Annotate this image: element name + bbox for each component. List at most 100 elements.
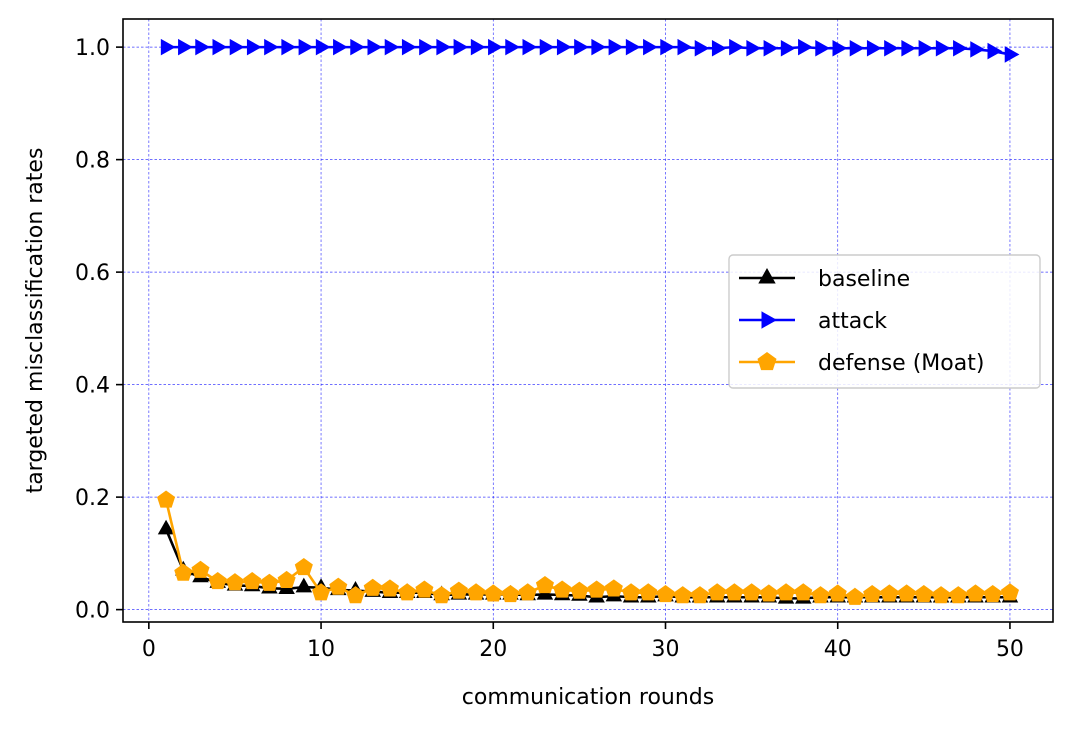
data-point-attack (763, 39, 779, 57)
x-tick-label: 10 (307, 637, 335, 662)
data-point-attack (970, 41, 985, 58)
data-point-defense-moat (863, 584, 882, 603)
data-point-attack (264, 38, 279, 56)
data-point-attack (160, 38, 176, 56)
data-point-defense-moat (363, 578, 382, 596)
data-point-defense-moat (673, 586, 692, 604)
y-tick-label: 0.8 (75, 149, 110, 174)
data-point-attack (677, 38, 693, 56)
data-point-attack (453, 38, 469, 56)
data-point-attack (178, 38, 193, 56)
legend: baseline attack defense (Moat) (728, 254, 1041, 389)
data-point-attack (694, 39, 710, 57)
data-point-defense-moat (312, 583, 331, 601)
data-point-attack (401, 38, 417, 56)
data-point-defense-moat (880, 584, 899, 602)
data-point-defense-moat (484, 584, 503, 602)
data-point-attack (1004, 46, 1020, 63)
legend-item-defense-moat: defense (Moat) (739, 351, 984, 376)
x-axis-title: communication rounds (462, 685, 714, 710)
data-point-defense-moat (570, 581, 589, 599)
data-point-defense-moat (277, 570, 296, 589)
data-point-defense-moat (966, 584, 985, 602)
data-point-attack (625, 38, 641, 56)
data-point-attack (488, 38, 503, 56)
data-point-defense-moat (501, 584, 520, 603)
data-point-attack (798, 38, 813, 56)
data-point-defense-moat (1000, 583, 1019, 601)
data-point-defense-moat (467, 583, 486, 601)
data-point-defense-moat (690, 586, 709, 604)
data-point-attack (901, 39, 917, 57)
plot-frame (122, 18, 1054, 623)
y-axis-title: targeted misclassification rates (23, 148, 48, 494)
data-point-attack (350, 38, 365, 56)
data-point-attack (539, 38, 555, 56)
data-point-attack (849, 39, 865, 57)
data-point-defense-moat (553, 580, 572, 598)
data-point-defense-moat (604, 579, 623, 597)
y-tick-label: 0.6 (75, 261, 110, 286)
data-point-defense-moat (932, 586, 951, 604)
data-point-attack (556, 38, 572, 56)
data-point-defense-moat (983, 584, 1002, 603)
series-group (157, 38, 1020, 605)
x-tick-label: 50 (996, 637, 1024, 662)
y-tick-label: 0.0 (75, 599, 110, 624)
legend-label: defense (Moat) (818, 351, 984, 376)
data-point-attack (987, 42, 1003, 60)
data-point-defense-moat (897, 584, 916, 602)
legend-item-baseline: baseline (739, 267, 910, 292)
legend-marker (757, 352, 777, 371)
data-point-defense-moat (208, 572, 227, 590)
data-point-defense-moat (759, 584, 778, 602)
data-point-defense-moat (518, 583, 537, 601)
data-point-defense-moat (329, 577, 348, 595)
data-point-attack (246, 38, 262, 56)
data-point-attack (918, 39, 934, 57)
data-point-attack (953, 39, 968, 57)
data-point-attack (436, 38, 452, 56)
data-point-defense-moat (794, 583, 813, 601)
data-point-attack (298, 38, 314, 56)
legend-marker (758, 268, 776, 284)
data-point-attack (522, 38, 538, 56)
data-point-attack (505, 38, 520, 56)
legend-label: attack (818, 309, 887, 334)
data-point-defense-moat (622, 583, 641, 601)
legend-item-attack: attack (739, 309, 887, 334)
legend-box (728, 254, 1041, 389)
data-point-attack (195, 38, 210, 56)
data-point-attack (591, 38, 607, 56)
y-tick-label: 0.4 (75, 374, 110, 399)
series-attack (160, 38, 1020, 63)
data-point-attack (866, 39, 882, 57)
series-defense-moat (157, 490, 1019, 605)
data-point-defense-moat (656, 584, 675, 603)
data-point-defense-moat (243, 572, 262, 590)
data-point-baseline (157, 519, 175, 535)
data-point-defense-moat (828, 584, 847, 602)
data-point-attack (384, 38, 400, 56)
data-point-attack (315, 38, 331, 56)
data-point-defense-moat (639, 583, 658, 601)
data-point-attack (729, 38, 744, 56)
data-point-defense-moat (191, 560, 210, 578)
data-point-attack (660, 38, 675, 56)
legend-label: baseline (818, 267, 910, 292)
data-point-defense-moat (398, 583, 417, 601)
x-tick-label: 40 (824, 637, 852, 662)
data-point-defense-moat (432, 586, 451, 604)
data-point-defense-moat (294, 557, 313, 576)
data-point-defense-moat (742, 583, 761, 601)
data-point-defense-moat (949, 586, 968, 604)
data-point-attack (281, 38, 297, 56)
data-point-defense-moat (725, 583, 744, 601)
data-point-baseline (295, 577, 313, 593)
data-point-attack (574, 38, 589, 56)
data-point-defense-moat (415, 580, 434, 598)
data-point-attack (884, 39, 899, 57)
data-point-defense-moat (380, 579, 399, 597)
x-tick-label: 0 (142, 637, 156, 662)
